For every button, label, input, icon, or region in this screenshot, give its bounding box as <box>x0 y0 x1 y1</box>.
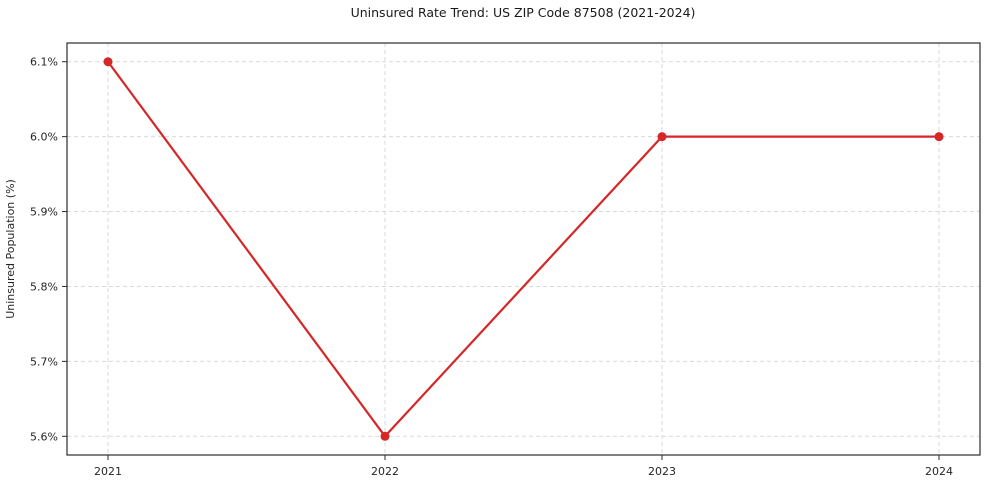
trend-line <box>106 60 941 438</box>
x-tick-label: 2024 <box>925 465 953 478</box>
y-axis-label: Uninsured Population (%) <box>4 179 17 319</box>
y-tick-label: 6.1% <box>30 56 58 69</box>
data-point <box>380 431 390 441</box>
x-tick-label: 2021 <box>94 465 122 478</box>
plot-border <box>66 42 981 456</box>
x-tick-label: 2023 <box>648 465 676 478</box>
x-tick-label: 2022 <box>371 465 399 478</box>
data-point <box>657 132 667 142</box>
y-tick-label: 5.6% <box>30 430 58 443</box>
y-tick-label: 5.7% <box>30 355 58 368</box>
y-tick-label: 6.0% <box>30 131 58 144</box>
data-point <box>934 132 944 142</box>
data-point <box>103 57 113 67</box>
plot-area: 5.6% 5.7% 5.8% 5.9% 6.0% 6.1% 2021 2022 2023 2024 <box>30 42 981 478</box>
y-tick-label: 5.9% <box>30 206 58 219</box>
y-tick-label: 5.8% <box>30 280 58 293</box>
chart-title: Uninsured Rate Trend: US ZIP Code 87508 … <box>351 5 696 20</box>
